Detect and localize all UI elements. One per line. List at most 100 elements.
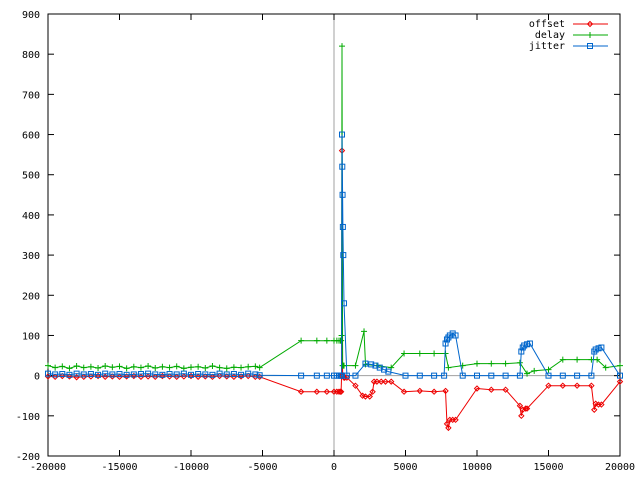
- data-point-jitter: [343, 372, 350, 379]
- data-point-jitter: [339, 131, 346, 138]
- data-point-offset: [430, 388, 438, 395]
- data-point-jitter: [516, 372, 523, 379]
- data-point-offset: [51, 373, 59, 381]
- data-point-jitter: [102, 370, 109, 377]
- data-point-offset: [523, 405, 531, 412]
- data-point-offset: [335, 388, 343, 395]
- x-tick-label: 5000: [393, 462, 417, 473]
- data-point-offset: [152, 373, 159, 381]
- legend-label-delay: delay: [535, 30, 565, 41]
- data-point-delay: [73, 362, 80, 369]
- data-point-delay: [195, 363, 202, 370]
- legend-marker-delay: [587, 32, 593, 38]
- x-tick-label: -15000: [101, 462, 137, 473]
- data-point-jitter: [80, 371, 87, 378]
- data-point-offset: [209, 373, 216, 381]
- data-point-delay: [339, 43, 346, 50]
- data-point-delay: [602, 364, 609, 371]
- data-point-jitter: [352, 372, 359, 379]
- data-point-jitter: [202, 371, 209, 378]
- data-point-offset: [591, 406, 598, 413]
- data-point-offset: [382, 378, 389, 385]
- data-point-offset: [502, 386, 509, 393]
- y-tick-label: 900: [22, 10, 40, 21]
- data-point-offset: [59, 372, 66, 380]
- data-point-jitter: [574, 372, 581, 379]
- data-point-jitter: [323, 372, 330, 379]
- data-point-delay: [52, 364, 59, 371]
- data-point-offset: [66, 373, 73, 380]
- data-point-delay: [202, 365, 209, 372]
- data-point-delay: [230, 364, 237, 371]
- data-point-jitter: [238, 371, 245, 378]
- y-tick-label: 0: [34, 372, 40, 383]
- data-point-jitter: [459, 372, 466, 379]
- x-tick-label: 0: [331, 462, 337, 473]
- data-point-delay: [109, 364, 116, 371]
- data-point-delay: [488, 360, 495, 367]
- data-point-offset: [416, 387, 424, 395]
- data-point-offset: [473, 385, 481, 392]
- data-point-jitter: [116, 371, 123, 378]
- data-point-offset: [545, 382, 552, 389]
- data-point-jitter: [152, 371, 159, 378]
- data-point-jitter: [52, 371, 59, 378]
- data-point-jitter: [256, 372, 263, 379]
- data-point-offset: [352, 382, 359, 389]
- data-point-delay: [216, 364, 223, 371]
- data-point-offset: [616, 378, 624, 385]
- data-point-offset: [80, 373, 87, 381]
- data-point-delay: [95, 365, 102, 372]
- data-point-jitter: [45, 370, 51, 377]
- data-point-offset: [377, 378, 385, 385]
- data-point-jitter: [598, 344, 605, 351]
- data-point-offset: [173, 373, 180, 381]
- data-point-offset: [343, 374, 351, 381]
- legend-label-jitter: jitter: [529, 41, 565, 52]
- x-tick-label: 15000: [533, 462, 563, 473]
- data-point-jitter: [298, 372, 305, 379]
- data-point-jitter: [442, 340, 449, 347]
- data-point-jitter: [188, 371, 194, 378]
- data-point-offset: [180, 373, 188, 380]
- data-point-delay: [159, 363, 166, 370]
- data-point-offset: [297, 388, 305, 395]
- data-point-offset: [488, 386, 495, 393]
- data-point-jitter: [502, 372, 509, 379]
- data-point-delay: [59, 363, 66, 370]
- y-tick-label: 500: [22, 171, 40, 182]
- data-point-delay: [252, 363, 259, 370]
- data-point-delay: [130, 363, 137, 370]
- data-point-jitter: [73, 370, 80, 377]
- data-point-jitter: [339, 163, 346, 170]
- data-point-jitter: [66, 371, 73, 378]
- data-point-delay: [545, 366, 552, 373]
- data-point-jitter: [137, 371, 144, 378]
- data-point-delay: [87, 363, 94, 370]
- data-point-offset: [516, 402, 524, 409]
- data-point-jitter: [518, 348, 525, 355]
- data-point-jitter: [223, 371, 230, 378]
- data-point-offset: [130, 372, 138, 380]
- data-point-jitter: [59, 371, 66, 378]
- data-point-jitter: [95, 371, 102, 378]
- data-point-delay: [180, 365, 187, 372]
- data-point-delay: [173, 363, 180, 370]
- data-point-delay: [223, 365, 230, 372]
- data-point-delay: [152, 365, 159, 372]
- data-point-offset: [445, 424, 452, 432]
- data-point-delay: [80, 364, 87, 371]
- data-point-delay: [531, 367, 538, 374]
- data-point-jitter: [339, 191, 346, 198]
- data-point-delay: [238, 364, 245, 371]
- data-point-jitter: [123, 371, 130, 378]
- data-point-offset: [87, 373, 95, 380]
- data-point-offset: [237, 373, 245, 380]
- data-point-jitter: [180, 370, 187, 377]
- y-tick-label: -100: [16, 412, 40, 423]
- y-tick-label: 700: [22, 90, 40, 101]
- data-point-offset: [588, 382, 595, 389]
- data-point-offset: [559, 382, 567, 389]
- data-point-delay: [123, 365, 130, 372]
